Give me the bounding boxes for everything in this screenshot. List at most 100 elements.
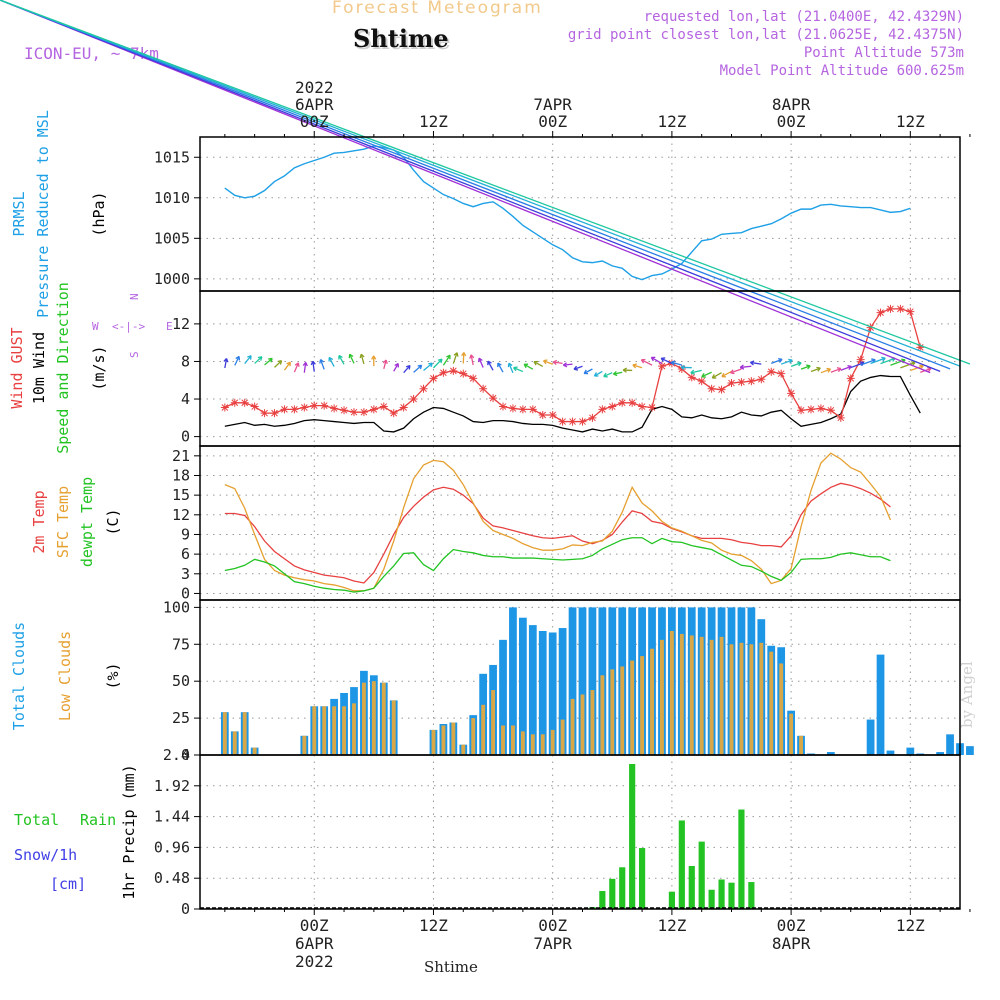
low-cloud-bar <box>699 636 704 755</box>
low-cloud-bar <box>799 735 803 755</box>
total-cloud-bar <box>568 607 577 755</box>
wind-direction-arrow <box>338 355 345 365</box>
precip-label-rain: Rain <box>80 811 116 829</box>
time-label-top: 00Z <box>777 112 806 131</box>
wind-direction-arrowhead <box>593 372 599 377</box>
wind-direction-arrow <box>573 365 583 370</box>
gust-point <box>886 304 895 313</box>
low-cloud-bar <box>650 648 654 755</box>
low-cloud-bar <box>630 660 635 755</box>
y-tick-label-temperature: 18 <box>172 466 190 484</box>
precip-label-snow: Snow/1h <box>14 846 77 864</box>
total-cloud-bar <box>558 628 567 755</box>
meteogram-title: Forecast Meteogram <box>332 0 543 18</box>
clouds-label-low: Low Clouds <box>56 631 74 721</box>
y-tick-label-pressure: 1015 <box>154 148 190 166</box>
wind-direction-arrow <box>319 359 325 370</box>
compass-arrows: <-|-> <box>112 320 145 333</box>
gust-point <box>608 402 617 411</box>
gust-point <box>618 398 627 407</box>
wind-direction-arrowhead <box>294 362 300 367</box>
total-cloud-bar <box>509 607 517 755</box>
low-cloud-bar <box>610 669 615 755</box>
wind-direction-arrowhead <box>632 363 637 369</box>
y-tick-label-clouds: 25 <box>172 709 190 727</box>
gust-point <box>856 355 865 364</box>
y-tick-label-temperature: 15 <box>172 486 190 504</box>
wind-direction-arrow <box>423 362 433 372</box>
y-tick-label-temperature: 9 <box>181 525 190 543</box>
wind-direction-arrow <box>328 357 335 367</box>
gust-point <box>737 378 746 387</box>
wind-direction-arrow <box>790 362 802 367</box>
wind-direction-arrowhead <box>721 372 726 378</box>
location-name: Shtime <box>353 24 449 53</box>
low-cloud-bar <box>481 704 486 755</box>
gust-point <box>439 368 448 377</box>
wind-direction-arrow <box>880 357 896 365</box>
wind-direction-arrow <box>632 364 643 369</box>
y-tick-label-wind: 4 <box>181 390 190 408</box>
rain-bar <box>668 891 675 909</box>
low-cloud-bar <box>511 725 515 755</box>
wind-direction-arrow <box>641 359 653 366</box>
wind-direction-arrowhead <box>650 356 656 362</box>
total-cloud-bar <box>946 734 954 755</box>
wind-direction-arrow <box>900 361 916 369</box>
gust-point <box>260 409 269 418</box>
gust-point <box>349 408 358 417</box>
wind-direction-arrow <box>850 362 865 369</box>
wind-direction-arrowhead <box>235 355 241 361</box>
wind-direction-arrow <box>711 372 722 379</box>
sfc-temp-line <box>224 452 892 592</box>
wind-direction-arrow <box>750 361 762 365</box>
gust-point <box>290 405 299 414</box>
wind-direction-arrowhead <box>583 369 589 375</box>
low-cloud-bar <box>570 698 575 755</box>
pressure-line <box>224 145 911 281</box>
wind-direction-arrowhead <box>660 357 666 363</box>
gust-point <box>389 409 398 418</box>
total-cloud-bar <box>886 750 895 755</box>
low-cloud-bar <box>669 631 674 755</box>
gust-point <box>588 413 597 422</box>
time-label-top: 00Z <box>538 112 567 131</box>
low-cloud-bar <box>302 735 307 755</box>
low-cloud-bar <box>391 700 396 755</box>
wind-direction-arrow <box>870 357 886 365</box>
low-cloud-bar <box>789 713 794 755</box>
gust-point <box>310 401 319 410</box>
gust-point <box>638 402 647 411</box>
gust-point <box>916 343 925 352</box>
gust-point <box>459 369 468 378</box>
gust-point <box>568 417 577 426</box>
precip-unit-label: 1hr Precip (mm) <box>120 764 138 899</box>
gust-point <box>598 405 607 414</box>
wind-direction-arrow <box>890 359 906 366</box>
wind-direction-arrowhead <box>437 358 443 364</box>
time-label-top: 7APR <box>533 95 572 114</box>
model-point-altitude: Model Point Altitude 600.625m <box>719 63 964 79</box>
wind-direction-arrow <box>800 365 811 370</box>
time-label-top: 6APR <box>295 95 334 114</box>
wind-direction-arrowhead <box>469 354 475 359</box>
gust-point <box>717 385 726 394</box>
low-cloud-bar <box>709 639 714 755</box>
gust-point <box>687 373 696 382</box>
gust-point <box>250 402 259 411</box>
wind-direction-arrowhead <box>640 358 646 364</box>
grid-point-coordinates: grid point closest lon,lat (21.0625E, 42… <box>567 27 964 43</box>
gust-point <box>399 403 408 412</box>
time-label-bottom: 12Z <box>896 916 925 935</box>
precip-label-total: Total <box>14 811 59 829</box>
gust-point <box>697 377 706 386</box>
wind-direction-arrowhead <box>477 357 483 363</box>
wind-direction-arrow <box>690 369 702 374</box>
rain-bar <box>609 878 616 909</box>
low-cloud-bar <box>530 734 535 755</box>
gust-point <box>320 401 329 410</box>
wind-direction-arrowhead <box>359 353 365 359</box>
rain-bar <box>718 879 725 909</box>
dewpt-line <box>224 537 891 593</box>
gust-point <box>836 413 845 422</box>
